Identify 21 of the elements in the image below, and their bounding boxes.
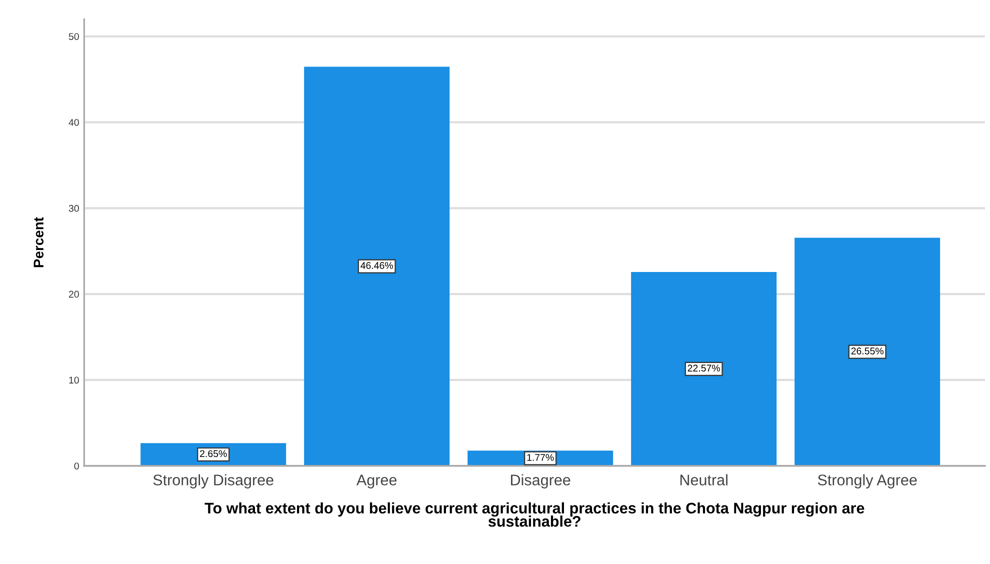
y-tick-label: 30 bbox=[68, 204, 79, 212]
y-tick-label: 40 bbox=[68, 118, 79, 126]
data-label: 46.46% bbox=[360, 262, 393, 269]
x-tick-label: Neutral bbox=[680, 474, 728, 486]
data-label: 22.57% bbox=[688, 364, 720, 372]
x-tick-label: Strongly Agree bbox=[818, 474, 917, 488]
x-tick-label: Disagree bbox=[511, 474, 570, 488]
x-tick-label: Agree bbox=[356, 474, 397, 488]
bar bbox=[631, 272, 777, 466]
y-tick-label: 10 bbox=[69, 376, 79, 384]
y-tick-label: 50 bbox=[68, 33, 79, 40]
y-tick-label: 0 bbox=[74, 462, 79, 470]
data-label: 2.65% bbox=[200, 450, 227, 458]
y-axis-title: Percent bbox=[34, 217, 44, 268]
x-tick-label: Strongly Disagree bbox=[153, 474, 274, 488]
data-label: 1.77% bbox=[527, 454, 554, 461]
x-axis-title: To what extent do you believe current agricultural practices in the Chota Nagpur region are sustainable? bbox=[204, 502, 864, 527]
bar bbox=[794, 238, 940, 466]
data-label: 26.55% bbox=[851, 348, 884, 354]
y-tick-label: 20 bbox=[68, 290, 79, 298]
bar bbox=[304, 66, 450, 466]
